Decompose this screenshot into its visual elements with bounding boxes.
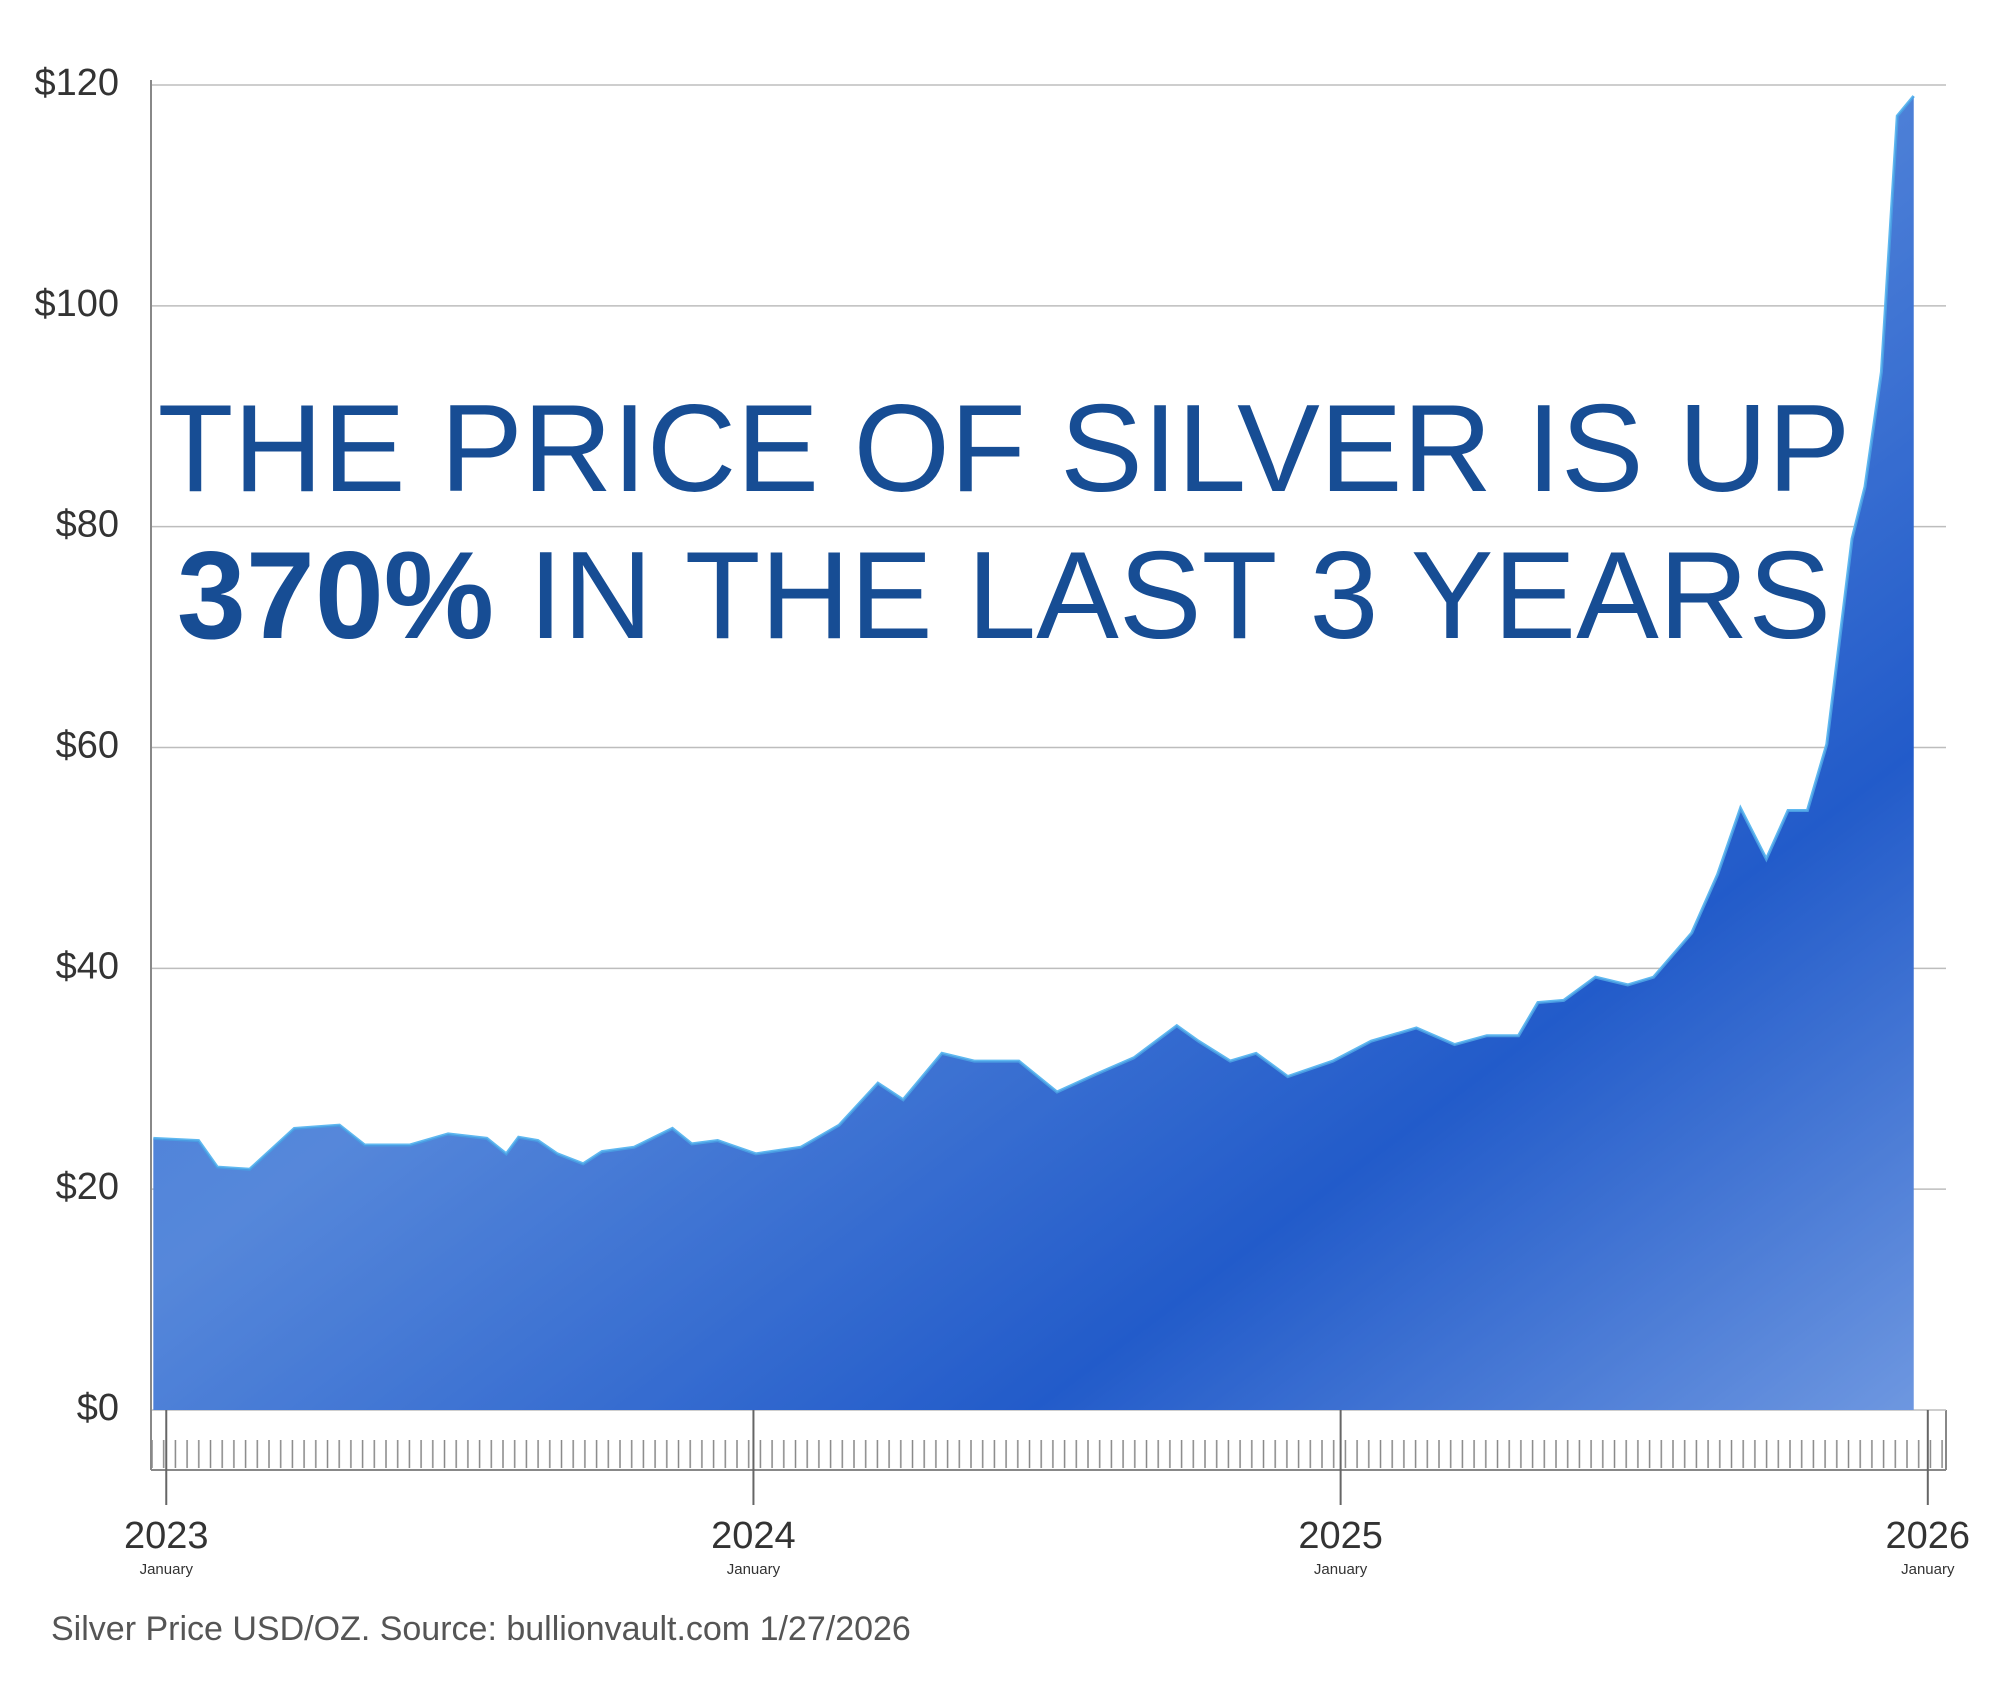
plot-area — [153, 95, 1915, 1411]
y-tick-label: $100 — [34, 283, 119, 325]
x-axis-ruler — [151, 1428, 1946, 1468]
area-line — [153, 95, 1915, 1171]
x-tick-sublabel: January — [727, 1561, 781, 1578]
y-tick-label: $20 — [56, 1166, 119, 1208]
title-highlight: 370% — [177, 527, 494, 665]
title-line-2: 370% IN THE LAST 3 YEARS — [177, 527, 1831, 665]
title-line-1: THE PRICE OF SILVER IS UP — [158, 380, 1851, 518]
y-tick-label: $0 — [77, 1387, 119, 1429]
x-tick-label: 2026 — [1886, 1515, 1971, 1557]
area-shade — [153, 96, 1914, 1411]
x-tick-sublabel: January — [140, 1561, 194, 1578]
area-fill — [153, 96, 1914, 1411]
y-tick-label: $40 — [56, 945, 119, 987]
y-tick-label: $60 — [56, 725, 119, 767]
y-tick-label: $120 — [34, 62, 119, 104]
x-tick-label: 2023 — [124, 1515, 209, 1557]
x-tick-sublabel: January — [1314, 1561, 1368, 1578]
title-rest: IN THE LAST 3 YEARS — [529, 527, 1832, 665]
x-tick-label: 2025 — [1298, 1515, 1383, 1557]
y-tick-label: $80 — [56, 504, 119, 546]
source-note: Silver Price USD/OZ. Source: bullionvaul… — [51, 1610, 911, 1648]
x-tick-label: 2024 — [711, 1515, 796, 1557]
x-tick-sublabel: January — [1901, 1561, 1955, 1578]
